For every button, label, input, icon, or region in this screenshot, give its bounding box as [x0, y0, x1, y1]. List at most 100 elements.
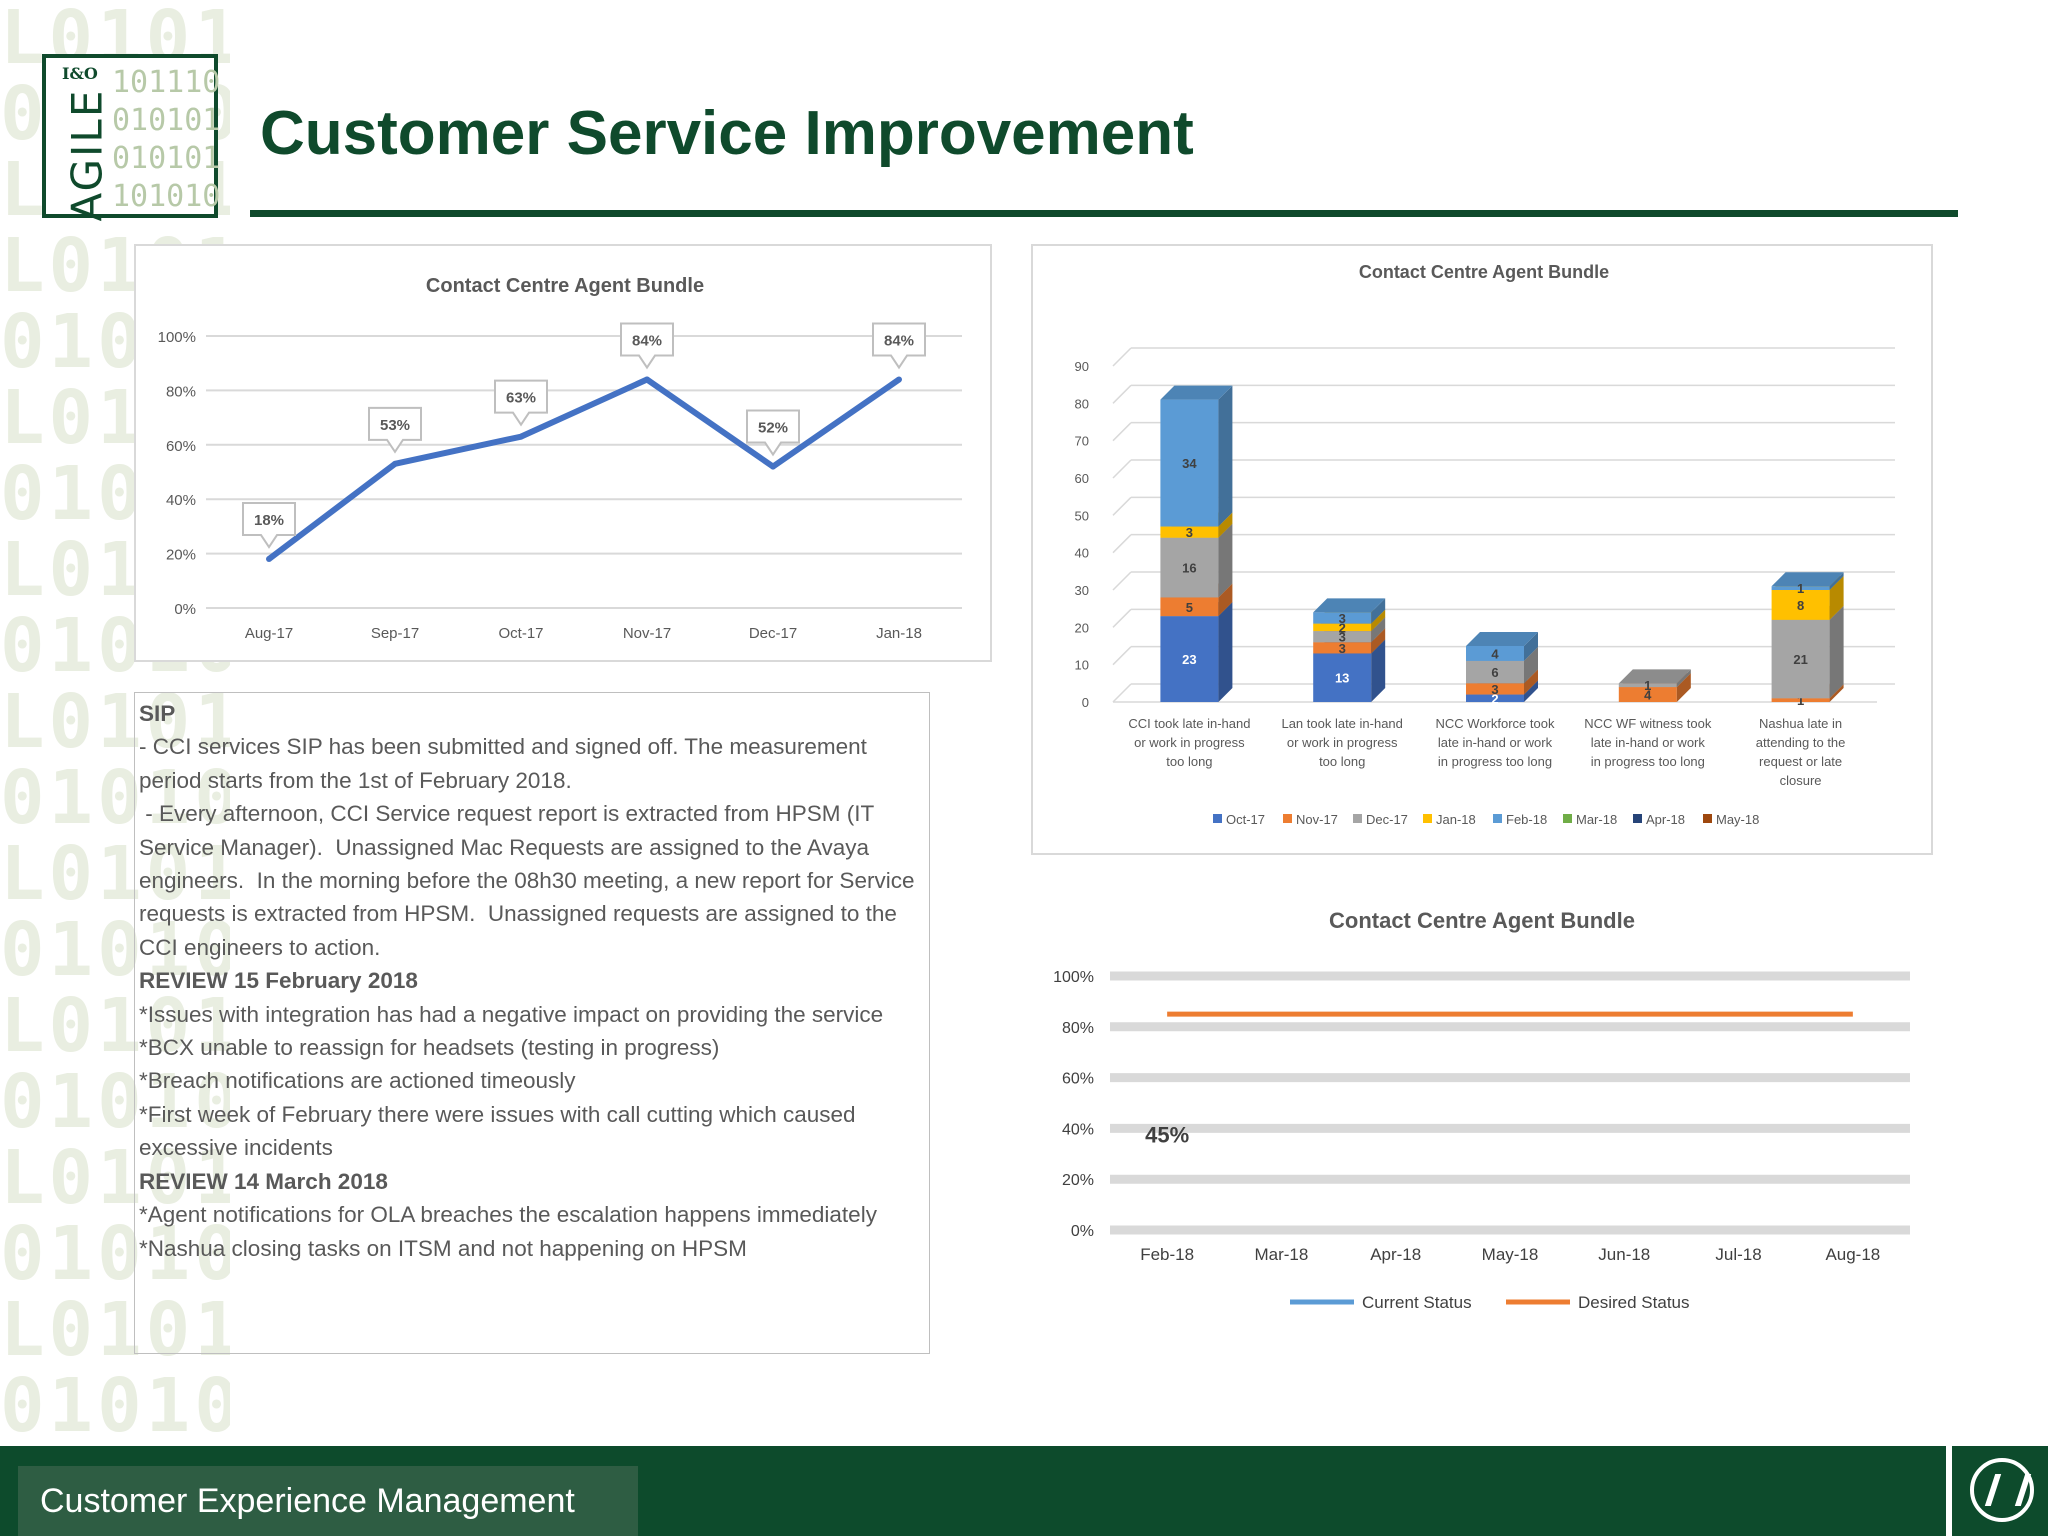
sip-heading: SIP: [139, 701, 176, 726]
bar-segment-front: [1466, 683, 1524, 695]
category-label: closure: [1780, 773, 1822, 788]
y-tick-label: 80%: [166, 383, 196, 400]
category-label: Nashua late in: [1759, 716, 1842, 731]
bar-segment-top: [1466, 632, 1538, 646]
y-tick-label: 20%: [166, 547, 196, 564]
x-tick-label: Aug-17: [245, 625, 293, 642]
x-tick-label: Nov-17: [623, 625, 671, 642]
bar-segment-front: [1771, 586, 1830, 590]
logo-bit-row: 010101: [112, 141, 221, 176]
category-label: NCC WF witness took: [1584, 716, 1712, 731]
category-label: CCI took late in-hand: [1128, 716, 1250, 731]
monthly-performance-chart: Contact Centre Agent Bundle 0% 20% 40% 60% 80…: [134, 244, 992, 662]
legend-label: Nov-17: [1296, 812, 1338, 827]
x-tick-label: Apr-18: [1370, 1245, 1421, 1264]
bar-segment-side: [1524, 632, 1538, 661]
status-svg: Contact Centre Agent Bundle 0% 20% 40% 60% 80…: [1053, 908, 1910, 1312]
bar-value-label: 23: [1182, 652, 1196, 667]
bar-value-label: 6: [1491, 665, 1498, 680]
chart-title: Contact Centre Agent Bundle: [1359, 262, 1609, 282]
review-item: *Nashua closing tasks on ITSM and not ha…: [139, 1235, 747, 1261]
bar-value-label: 13: [1335, 671, 1349, 686]
title-divider: [250, 210, 1958, 217]
bar-value-label: 3: [1339, 611, 1346, 626]
category-label: attending to the: [1756, 735, 1846, 750]
category-label: too long: [1319, 754, 1365, 769]
legend-label: Apr-18: [1646, 812, 1685, 827]
review-item: *First week of February there were issue…: [139, 1101, 856, 1161]
x-tick-label: Mar-18: [1254, 1245, 1308, 1264]
bar-segment-side: [1524, 646, 1538, 684]
bar-segment-front: [1466, 660, 1524, 684]
legend-swatch: [1493, 814, 1502, 823]
legend-swatch: [1703, 814, 1712, 823]
bar-segment-top: [1313, 598, 1386, 613]
category-label: NCC Workforce took: [1436, 716, 1555, 731]
legend-swatch: [1353, 814, 1362, 823]
gridline-depth: [1112, 347, 1132, 367]
logo-bit-row: 010101: [112, 103, 221, 138]
bar-segment-side: [1371, 628, 1386, 654]
bar-value-label: 2: [1339, 620, 1346, 635]
bar-segment-side: [1829, 605, 1844, 699]
x-tick-label: Jan-18: [876, 625, 922, 642]
bar-segment-side: [1829, 684, 1844, 702]
review-item: *Issues with integration has had a negat…: [139, 1001, 884, 1027]
sip-notes: SIP - CCI services SIP has been submitte…: [134, 692, 930, 1354]
bar-segment-front: [1618, 687, 1677, 702]
legend-swatch: [1633, 814, 1642, 823]
x-tick-label: Jul-18: [1715, 1245, 1761, 1264]
bar-segment-front: [1160, 616, 1219, 702]
legend-label: Dec-17: [1366, 812, 1408, 827]
bar-segment-front: [1160, 597, 1219, 617]
logo-bits: 101110 010101 010101 101010: [112, 64, 220, 216]
gridline-depth: [1112, 571, 1132, 591]
bar-segment-front: [1771, 619, 1830, 699]
review-heading: REVIEW 14 March 2018: [139, 1168, 388, 1194]
bar-segment-side: [1371, 617, 1386, 643]
bar-value-label: 16: [1182, 561, 1196, 576]
footer-label: Customer Experience Management: [18, 1466, 638, 1536]
y-tick-label: 40: [1075, 546, 1089, 561]
review-heading: REVIEW 15 February 2018: [139, 968, 418, 994]
bar-segment-side: [1829, 572, 1844, 590]
gridline-depth: [1112, 384, 1132, 404]
category-label: late in-hand or work: [1591, 735, 1706, 750]
y-tick-label: 100%: [1053, 969, 1094, 986]
bar-value-label: 2: [1491, 691, 1498, 706]
y-tick-label: 70: [1075, 434, 1089, 449]
data-point: [1164, 1113, 1170, 1119]
binary-row: 01010: [0, 1363, 230, 1440]
legend-label: May-18: [1716, 812, 1759, 827]
bar-segment-side: [1218, 523, 1233, 598]
gridline-depth: [1112, 534, 1132, 554]
legend-swatch: [1213, 814, 1222, 823]
bar-segment-front: [1160, 526, 1219, 538]
data-point: [770, 463, 776, 470]
bar-segment-front: [1313, 623, 1372, 632]
page-title: Customer Service Improvement: [260, 99, 1194, 168]
data-point: [896, 376, 902, 383]
bar-segment-front: [1466, 646, 1524, 661]
x-tick-label: Feb-18: [1140, 1245, 1194, 1264]
bar-value-label: 8: [1797, 598, 1804, 613]
data-label-callout: [620, 322, 674, 370]
y-tick-label: 80: [1075, 396, 1089, 411]
legend-swatch: [1563, 814, 1572, 823]
y-tick-label: 0%: [1071, 1223, 1094, 1240]
x-tick-label: Aug-18: [1825, 1245, 1880, 1264]
gridline-depth: [1112, 608, 1132, 628]
data-point: [266, 556, 272, 563]
data-label: 45%: [1145, 1123, 1189, 1148]
category-label: Lan took late in-hand: [1281, 716, 1402, 731]
bar-segment-side: [1218, 602, 1233, 702]
bar-segment-top: [1771, 572, 1844, 587]
review-item: *Breach notifications are actioned timeo…: [139, 1068, 576, 1094]
series-line: [267, 376, 901, 562]
legend-label: Jan-18: [1436, 812, 1476, 827]
bar-segment-front: [1771, 698, 1830, 702]
x-tick-label: Dec-17: [749, 625, 797, 642]
data-label: 84%: [632, 333, 662, 350]
legend-label: Feb-18: [1506, 812, 1547, 827]
bar-segment-side: [1218, 583, 1233, 617]
